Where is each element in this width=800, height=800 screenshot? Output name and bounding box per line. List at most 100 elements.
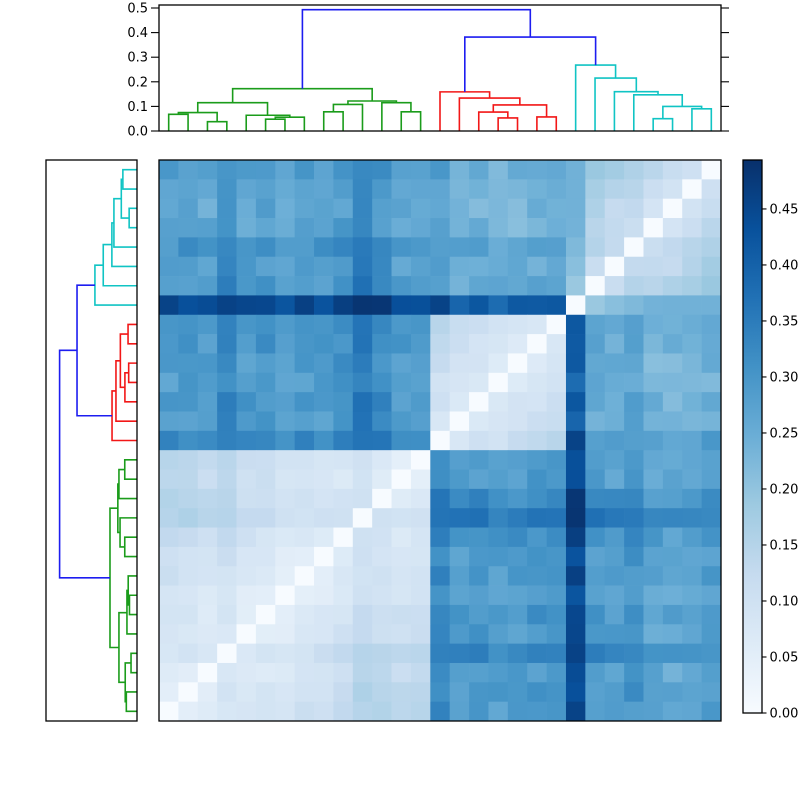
heatmap-cell	[624, 198, 644, 219]
top-axis-tick-label: 0.3	[127, 51, 148, 66]
heatmap-cell	[585, 218, 606, 238]
heatmap-cell	[159, 411, 179, 432]
heatmap-cell	[352, 527, 373, 548]
top-axis-tick-label: 0.5	[127, 2, 148, 17]
heatmap-cell	[275, 508, 296, 528]
heatmap-cell	[662, 237, 683, 258]
heatmap-cell	[372, 218, 392, 238]
heatmap-cell	[236, 450, 257, 470]
heatmap-cell	[333, 160, 354, 180]
heatmap-cell	[585, 585, 606, 606]
heatmap-cell	[352, 372, 373, 393]
heatmap-cell	[604, 643, 625, 664]
heatmap-cell	[410, 604, 431, 625]
heatmap-cell	[585, 643, 606, 664]
heatmap-cell	[236, 353, 257, 374]
heatmap-cell	[546, 314, 567, 335]
heatmap-cell	[314, 411, 334, 432]
heatmap-cell	[701, 682, 722, 702]
dendrogram-link	[206, 120, 228, 131]
colorbar-tick-label: 0.25	[770, 426, 799, 441]
heatmap-cell	[410, 334, 431, 354]
top-dendrogram	[167, 8, 713, 131]
heatmap-cell	[217, 450, 237, 470]
heatmap-cell	[294, 450, 315, 470]
heatmap-cell	[585, 411, 606, 432]
heatmap-cell	[488, 372, 509, 393]
heatmap-cell	[449, 353, 470, 374]
heatmap-cell	[662, 430, 683, 451]
heatmap-cell	[701, 450, 722, 470]
heatmap-cell	[527, 508, 547, 528]
heatmap-cell	[585, 392, 606, 412]
heatmap-cell	[255, 527, 276, 548]
heatmap-cell	[430, 701, 451, 722]
heatmap-cell	[430, 624, 451, 644]
colorbar-tick-label: 0.05	[770, 650, 799, 665]
heatmap-cell	[410, 488, 431, 509]
heatmap-cell	[430, 237, 451, 258]
heatmap-cell	[701, 546, 722, 567]
heatmap-cell	[643, 372, 664, 393]
heatmap-cell	[527, 450, 547, 470]
colorbar-tick-label: 0.20	[770, 482, 799, 497]
heatmap-cell	[507, 701, 528, 722]
dendrogram-link	[122, 168, 137, 190]
heatmap-cell	[178, 488, 199, 509]
heatmap-cell	[624, 295, 644, 316]
heatmap-cell	[255, 450, 276, 470]
heatmap-cell	[391, 469, 412, 490]
heatmap-cell	[527, 372, 547, 393]
heatmap-cell	[430, 372, 451, 393]
heatmap-cell	[178, 508, 199, 528]
heatmap-cell	[430, 160, 451, 180]
heatmap-cell	[527, 527, 547, 548]
heatmap-cell	[662, 546, 683, 567]
heatmap-cell	[197, 508, 218, 528]
heatmap-cell	[527, 546, 547, 567]
heatmap-cell	[217, 624, 237, 644]
heatmap-cell	[488, 353, 509, 374]
dendrogram-link	[458, 97, 521, 131]
heatmap-cell	[449, 643, 470, 664]
heatmap-cell	[488, 430, 509, 451]
colorbar-gradient	[743, 160, 762, 713]
heatmap-cell	[527, 392, 547, 412]
heatmap-cell	[217, 585, 237, 606]
heatmap-cell	[217, 160, 237, 180]
heatmap-cell	[527, 353, 547, 374]
heatmap-cell	[682, 662, 702, 683]
heatmap-cell	[352, 469, 373, 490]
heatmap-cell	[449, 624, 470, 644]
heatmap-cell	[236, 295, 257, 316]
heatmap-cell	[294, 662, 315, 683]
heatmap-cell	[294, 546, 315, 567]
heatmap-cell	[352, 488, 373, 509]
heatmap-cell	[159, 372, 179, 393]
left-dendrogram-border	[45, 159, 138, 722]
heatmap-cell	[255, 585, 276, 606]
heatmap-cell	[391, 160, 412, 180]
heatmap-cell	[430, 295, 451, 316]
heatmap-cell	[585, 430, 606, 451]
heatmap-cell	[701, 334, 722, 354]
heatmap-cell	[682, 314, 702, 335]
heatmap-cell	[643, 662, 664, 683]
heatmap-cell	[469, 198, 489, 219]
heatmap-cell	[294, 488, 315, 509]
heatmap-cell	[178, 469, 199, 490]
left-dendrogram	[58, 168, 137, 713]
heatmap-cell	[314, 295, 334, 316]
heatmap-cell	[430, 488, 451, 509]
heatmap-cell	[275, 372, 296, 393]
heatmap-cell	[546, 411, 567, 432]
heatmap-cell	[430, 508, 451, 528]
heatmap-cell	[372, 276, 392, 296]
heatmap-cell	[565, 372, 586, 393]
heatmap-cell	[469, 682, 489, 702]
heatmap-cell	[197, 662, 218, 683]
heatmap-cell	[372, 295, 392, 316]
heatmap-cell	[197, 430, 218, 451]
axes-borders	[45, 4, 722, 722]
heatmap-cell	[352, 682, 373, 702]
